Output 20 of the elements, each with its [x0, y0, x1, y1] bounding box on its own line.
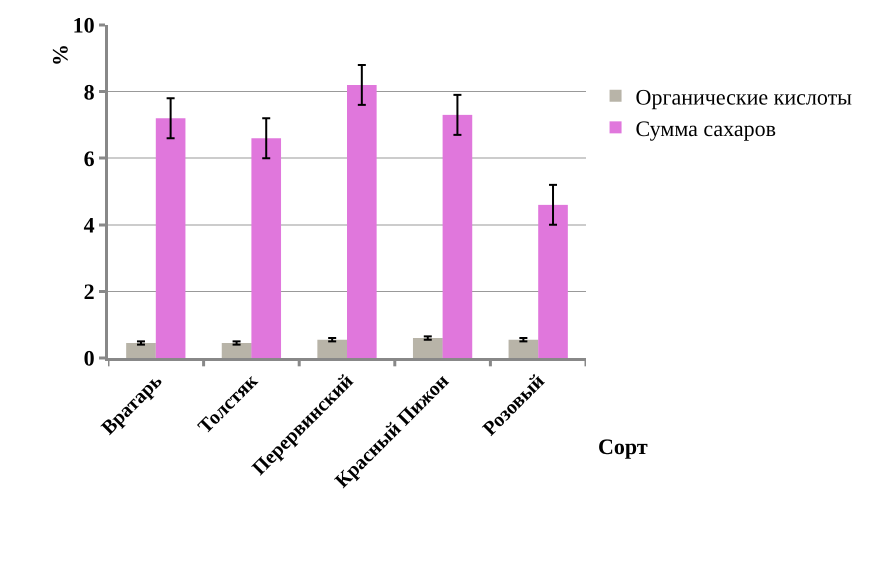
- y-tick-label: 10: [72, 12, 95, 38]
- y-tick-label: 0: [84, 346, 95, 371]
- y-tick-label: 8: [84, 79, 95, 104]
- bar: [317, 340, 347, 358]
- legend-label: Сумма сахаров: [636, 116, 776, 141]
- bar: [222, 343, 252, 358]
- bar: [156, 118, 186, 358]
- bar: [126, 343, 156, 358]
- y-axis-title: %: [48, 44, 73, 66]
- bar: [508, 340, 538, 358]
- bar: [412, 338, 443, 358]
- y-tick-label: 4: [84, 212, 95, 238]
- bar: [442, 114, 472, 358]
- y-tick-label: 6: [84, 146, 95, 171]
- bar: [251, 138, 282, 358]
- legend-label: Органические кислоты: [636, 84, 852, 110]
- y-tick-label: 2: [84, 279, 95, 304]
- x-axis-title: Сорт: [598, 434, 648, 459]
- bar: [347, 84, 377, 358]
- bar: [538, 204, 568, 358]
